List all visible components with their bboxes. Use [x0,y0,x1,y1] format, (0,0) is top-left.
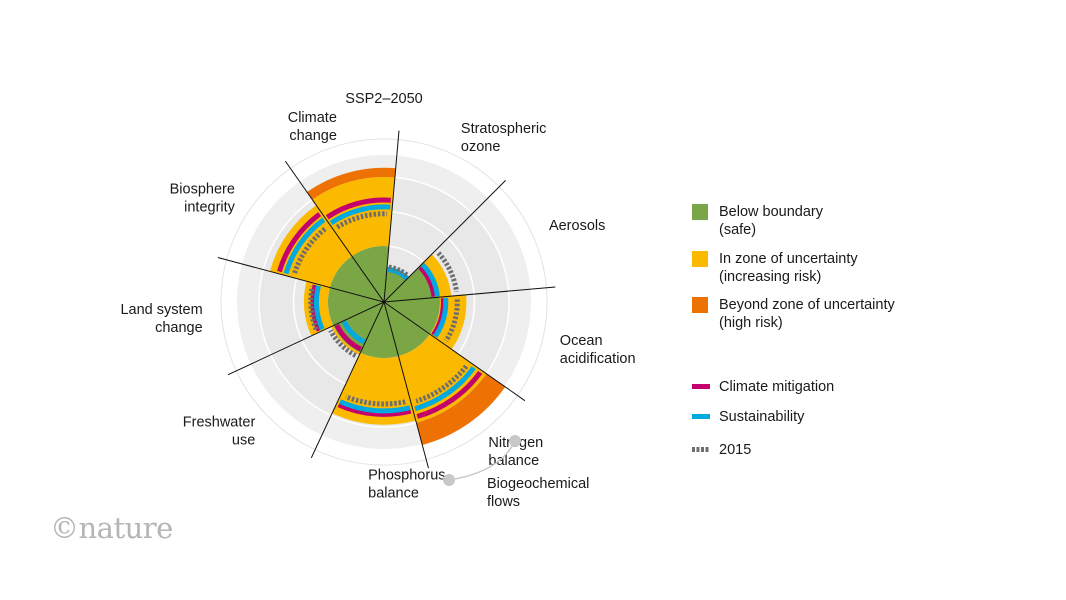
sector-divider [284,160,385,303]
year-2015-arc [415,364,469,404]
sector-land-system-change [303,281,384,336]
bar-safe-segment [329,256,384,302]
outer-guide-ring [220,138,548,466]
sustainability-arc [283,217,326,275]
sustainability-arc [433,297,449,338]
mitigation-arc [277,212,322,273]
sector-freshwater-use [328,302,384,358]
year-2015-arc [443,299,460,343]
label-phosphorus-balance: Phosphorus balance [368,467,445,501]
legend-label: Sustainability [719,409,805,425]
year-2015-arc [292,225,328,274]
label-freshwater-use: Freshwater use [183,415,256,449]
sector-labels: Stratospheric ozone Aerosols Ocean acidifica… [120,110,635,510]
sector-divider-lines [217,130,556,469]
label-biogeochemical-flows: Biogeochemical flows [487,476,589,510]
sector-divider [310,301,385,459]
bar-beyond-segment [416,373,506,445]
sector-stratospheric-ozone [384,264,410,302]
sustainability-arc [339,399,411,414]
year-2015-arc [388,264,410,278]
label-aerosols: Aerosols [549,218,605,234]
bar-uncertainty-segment [331,325,361,355]
sector-bars [269,167,506,445]
legend-swatch [692,297,708,313]
sector-biosphere-integrity [269,205,384,302]
sustainability-arc [314,285,325,331]
mitigation-arc [418,265,437,297]
mitigation-arc [337,402,412,417]
bar-safe-segment [351,246,389,302]
sector-nitrogen-balance [384,302,506,445]
legend-swatch [692,251,708,267]
legend-line-swatch [692,384,710,389]
legend-label: 2015 [719,442,752,458]
sector-divider [217,257,385,303]
bar-safe-segment [360,302,399,359]
legend-line-swatch [692,447,710,452]
sustainability-arc [414,366,476,412]
year-2015-arc [436,251,460,293]
label-stratospheric-ozone: Stratospheric ozone [461,121,546,155]
legend-line-swatch [692,414,710,419]
mitigation-arc [334,324,362,352]
bar-safe-segment [384,271,406,302]
year-2015-arc [308,286,319,331]
sector-phosphorus-balance [332,302,416,425]
label-climate-change: Climate change [288,110,337,144]
legend-label: Below boundary (safe) [719,204,823,238]
sector-divider [227,301,385,376]
chart-title: SSP2–2050 [345,91,422,107]
label-land-system-change: Land system change [120,302,202,336]
bar-safe-segment [384,297,440,335]
sector-aerosols [384,251,460,302]
sector-divider [383,130,400,303]
sustainability-arc [420,263,440,297]
sector-divider [383,286,556,303]
legend-swatch [692,204,708,220]
label-biosphere-integrity: Biosphere integrity [170,182,236,216]
sustainability-arc [341,320,366,345]
bar-safe-segment [384,302,430,357]
bar-uncertainty-segment [423,254,452,298]
year-2015-arc [344,394,406,407]
year-2015-arc [335,211,388,230]
bar-safe-segment [328,287,384,326]
mitigation-arc [416,370,483,419]
biogeochemical-flows-bracket: Biogeochemical flows [443,435,589,510]
bar-beyond-segment [307,167,396,200]
mitigation-arc [325,197,391,220]
nature-logo: ©nature [50,511,173,545]
legend-label: Climate mitigation [719,379,835,395]
legend-label: Beyond zone of uncertainty (high risk) [719,297,895,331]
legend-label: In zone of uncertainty (increasing risk) [719,251,858,285]
sector-divider [383,180,506,303]
label-ocean-acidification: Ocean acidification [560,333,636,367]
sector-climate-change [307,167,396,302]
sector-ocean-acidification [384,294,467,350]
sector-divider [383,301,526,402]
year-2015-arc [328,329,357,358]
sector-divider [383,301,429,469]
sustainability-arc [329,204,391,226]
